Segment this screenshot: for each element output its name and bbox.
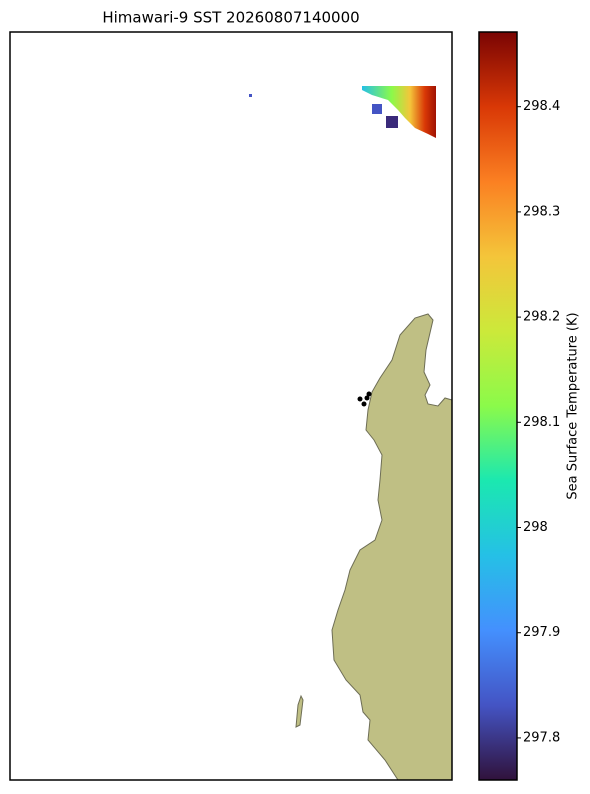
map-frame xyxy=(9,31,453,781)
colorbar xyxy=(478,31,518,781)
marker xyxy=(357,396,363,402)
marker xyxy=(364,395,370,401)
colorbar-tick-label: 297.8 xyxy=(523,730,560,745)
sst-pixel xyxy=(249,94,252,97)
colorbar-label: Sea Surface Temperature (K) xyxy=(566,312,581,499)
colorbar-tick-label: 298 xyxy=(523,520,548,535)
colorbar-tick-label: 298.4 xyxy=(523,99,560,114)
colorbar-tick-label: 298.3 xyxy=(523,204,560,219)
sst-patch xyxy=(386,116,398,128)
land xyxy=(331,313,452,780)
marker xyxy=(361,401,367,407)
sst-patch xyxy=(372,104,382,114)
map-title: Himawari-9 SST 20260807140000 xyxy=(102,9,359,27)
colorbar-tick-label: 297.9 xyxy=(523,625,560,640)
marker xyxy=(366,391,372,397)
colorbar-tick-label: 298.2 xyxy=(523,310,560,325)
colorbar-tick-label: 298.1 xyxy=(523,415,560,430)
island xyxy=(295,694,304,728)
map-content xyxy=(249,86,452,780)
sst-patch xyxy=(362,86,436,138)
